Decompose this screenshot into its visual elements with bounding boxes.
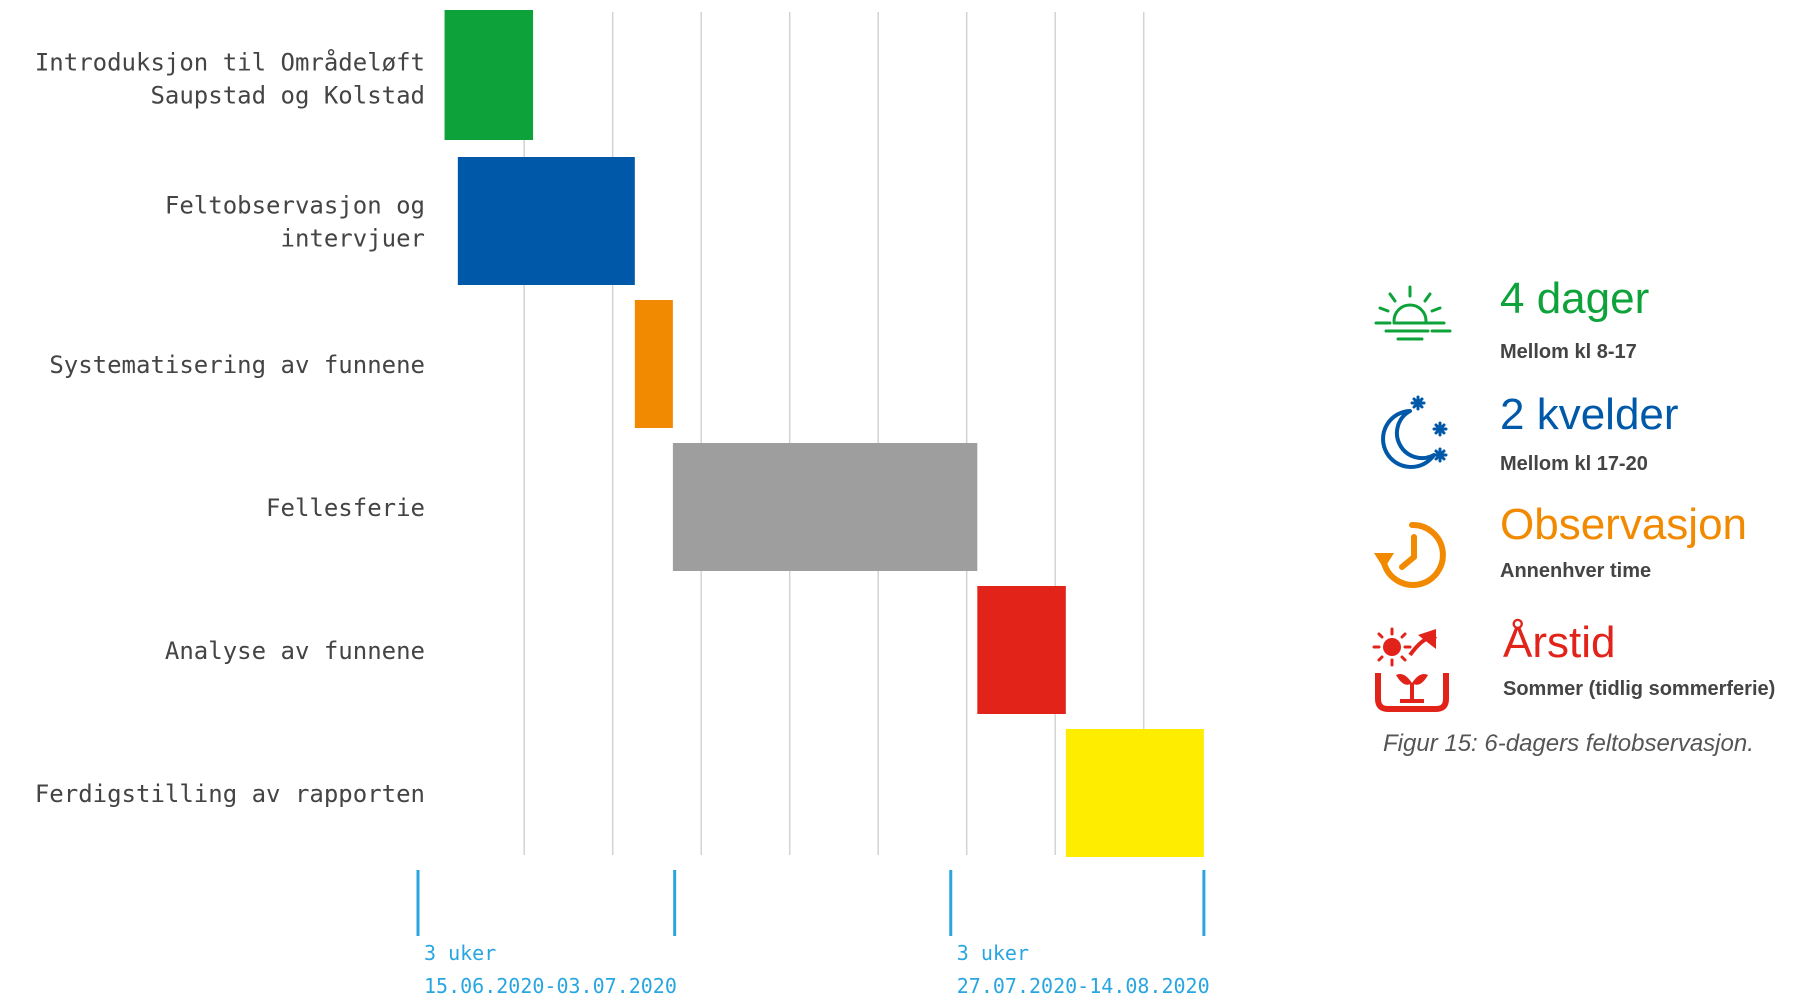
legend-subtitle-observation: Annenhver time — [1500, 560, 1652, 582]
phase-markers: 3 uker 15.06.2020-03.07.2020 3 uker 27.07.2… — [416, 870, 1210, 998]
task-label: Ferdigstilling av rapporten — [35, 780, 425, 808]
figure-caption: Figur 15: 6-dagers feltobservasjon. — [1383, 730, 1754, 757]
task-label: intervjuer — [281, 225, 426, 253]
gantt-chart: Introduksjon til Områdeløft Saupstad og K… — [35, 10, 1210, 998]
phase-duration-label: 3 uker — [424, 941, 496, 965]
task-bars — [444, 10, 1204, 857]
phase-duration-label: 3 uker — [957, 941, 1029, 965]
task-label: Fellesferie — [266, 494, 425, 522]
phase-dates-label: 15.06.2020-03.07.2020 — [424, 974, 677, 998]
task-bar — [977, 586, 1066, 714]
legend-subtitle-days: Mellom kl 8-17 — [1500, 341, 1637, 363]
legend-title-observation: Observasjon — [1500, 500, 1748, 549]
task-label: Introduksjon til Områdeløft — [35, 48, 425, 77]
task-bar — [444, 10, 534, 140]
legend-title-days: 4 dager — [1500, 274, 1650, 323]
phase-dates-label: 27.07.2020-14.08.2020 — [957, 974, 1210, 998]
task-label: Analyse av funnene — [165, 637, 425, 665]
task-bar — [1065, 729, 1204, 857]
legend-subtitle-season: Sommer (tidlig sommerferie) — [1503, 678, 1776, 700]
task-bar — [672, 443, 978, 571]
season-plant-icon — [1372, 627, 1449, 712]
task-bar — [634, 300, 673, 428]
legend-title-season: Årstid — [1503, 618, 1616, 667]
legend-title-evenings: 2 kvelder — [1500, 390, 1679, 439]
task-bar — [457, 157, 635, 285]
task-label: Feltobservasjon og — [165, 192, 425, 220]
task-label: Saupstad og Kolstad — [150, 82, 425, 110]
moon-stars-icon — [1381, 395, 1448, 469]
sun-horizon-icon — [1374, 285, 1452, 341]
gridlines — [523, 12, 1145, 855]
task-label: Systematisering av funnene — [49, 351, 425, 379]
legend-subtitle-evenings: Mellom kl 17-20 — [1500, 453, 1648, 475]
clock-rotate-icon — [1374, 521, 1446, 588]
task-labels: Introduksjon til Områdeløft Saupstad og K… — [35, 48, 425, 809]
